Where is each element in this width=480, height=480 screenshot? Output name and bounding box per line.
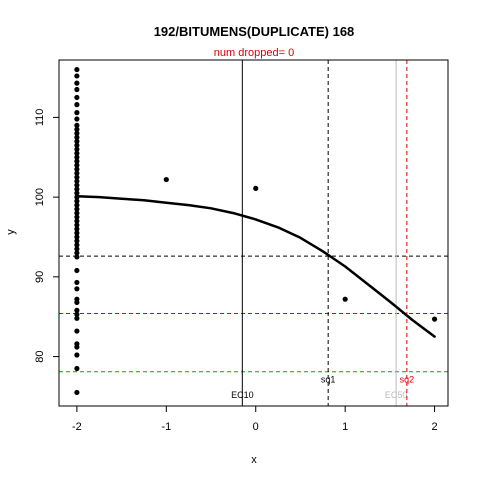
data-point — [74, 214, 80, 220]
data-point — [74, 210, 80, 216]
fitted-curve — [75, 195, 436, 338]
y-tick-label: 100 — [34, 188, 46, 206]
x-tick-label: 0 — [253, 421, 259, 433]
plot-area: EC10 sq1 EC50 sq2 -2 -1 0 1 2 80 90 100 110 — [34, 59, 449, 433]
vline-label-EC50: EC50 — [385, 390, 408, 400]
data-point — [431, 316, 438, 322]
data-point — [74, 122, 80, 128]
x-tick-label: 1 — [342, 421, 348, 433]
data-point — [342, 296, 348, 302]
y-tick-label: 80 — [34, 350, 46, 362]
data-point — [74, 154, 80, 160]
data-point — [74, 311, 80, 317]
vline-label-sq2: sq2 — [400, 375, 415, 385]
data-point — [74, 279, 80, 286]
data-point — [74, 238, 80, 244]
data-point — [74, 138, 80, 144]
data-point — [74, 206, 80, 212]
data-point — [74, 202, 80, 208]
data-point — [74, 146, 80, 152]
data-point — [74, 230, 80, 236]
data-point — [74, 198, 80, 204]
chart-subtitle: num dropped= 0 — [214, 47, 294, 59]
data-point — [74, 194, 80, 200]
data-point — [74, 150, 80, 156]
data-point — [74, 134, 80, 140]
data-point — [74, 66, 80, 73]
y-tick-label: 90 — [34, 271, 46, 283]
data-point — [163, 176, 169, 183]
data-point — [74, 130, 80, 136]
x-axis-label: x — [251, 454, 257, 466]
data-point — [74, 142, 80, 148]
data-point — [74, 178, 80, 184]
data-point — [74, 102, 80, 108]
data-point — [74, 299, 80, 305]
vline-label-sq1: sq1 — [321, 375, 336, 385]
data-point — [74, 73, 80, 79]
data-point — [74, 267, 80, 274]
data-point — [74, 242, 80, 248]
y-tick-label: 110 — [34, 109, 46, 127]
data-point — [74, 190, 80, 196]
data-point — [74, 86, 80, 93]
data-point — [74, 226, 80, 232]
data-point — [74, 250, 80, 256]
data-point — [74, 352, 80, 358]
data-point — [74, 234, 80, 240]
y-axis-label: y — [5, 229, 17, 235]
data-point — [74, 174, 80, 180]
data-point — [74, 246, 80, 252]
data-point — [74, 94, 80, 101]
data-point — [74, 286, 80, 292]
data-point — [74, 218, 80, 224]
data-point — [74, 162, 80, 168]
data-point — [74, 186, 80, 192]
chart-title: 192/BITUMENS(DUPLICATE) 168 — [154, 24, 355, 39]
data-point — [74, 158, 80, 164]
data-point — [74, 116, 80, 122]
data-point — [74, 328, 80, 334]
plot-frame — [58, 59, 449, 407]
data-point — [74, 80, 80, 86]
data-point — [74, 307, 80, 313]
x-tick-label: 2 — [432, 421, 438, 433]
x-tick-label: -2 — [72, 421, 82, 433]
data-point — [74, 389, 80, 396]
data-point — [74, 315, 80, 321]
data-point — [74, 254, 80, 260]
data-point — [74, 182, 80, 188]
data-point — [74, 110, 80, 116]
data-point — [253, 185, 259, 191]
data-point — [74, 170, 80, 176]
vline-label-EC10: EC10 — [231, 390, 254, 400]
data-point — [74, 365, 80, 372]
x-tick-label: -1 — [161, 421, 171, 433]
data-point — [74, 126, 80, 132]
data-point — [74, 222, 80, 228]
data-point — [74, 344, 80, 350]
data-point — [74, 166, 80, 172]
